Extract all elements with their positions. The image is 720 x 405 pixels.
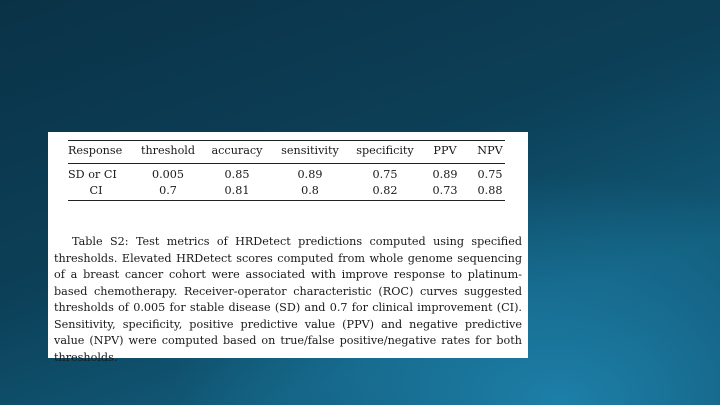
header-specificity: specificity	[356, 144, 414, 157]
header-npv: NPV	[477, 144, 503, 157]
header-accuracy: accuracy	[211, 144, 263, 157]
row1-response: SD or CI	[68, 168, 117, 181]
row2-response: CI	[89, 184, 103, 197]
row2-accuracy: 0.81	[224, 184, 250, 197]
row1-npv: 0.75	[477, 168, 503, 181]
table-bottom-rule	[68, 200, 505, 201]
table-panel: Response threshold accuracy sensitivity …	[48, 132, 528, 364]
header-threshold: threshold	[140, 144, 196, 157]
header-ppv: PPV	[433, 144, 457, 157]
row1-accuracy: 0.85	[224, 168, 250, 181]
row1-ppv: 0.89	[432, 168, 458, 181]
header-sensitivity: sensitivity	[281, 144, 339, 157]
row2-npv: 0.88	[477, 184, 503, 197]
row2-ppv: 0.73	[432, 184, 458, 197]
row2-threshold: 0.7	[159, 184, 177, 197]
table-caption: Table S2: Test metrics of HRDetect predi…	[54, 235, 522, 364]
row2-sensitivity: 0.8	[301, 184, 319, 197]
row1-threshold: 0.005	[151, 168, 185, 181]
table-top-rule	[68, 140, 505, 141]
header-response: Response	[68, 144, 123, 157]
row1-sensitivity: 0.89	[297, 168, 323, 181]
row1-specificity: 0.75	[372, 168, 398, 181]
table-header-rule	[68, 163, 505, 164]
row2-specificity: 0.82	[372, 184, 398, 197]
